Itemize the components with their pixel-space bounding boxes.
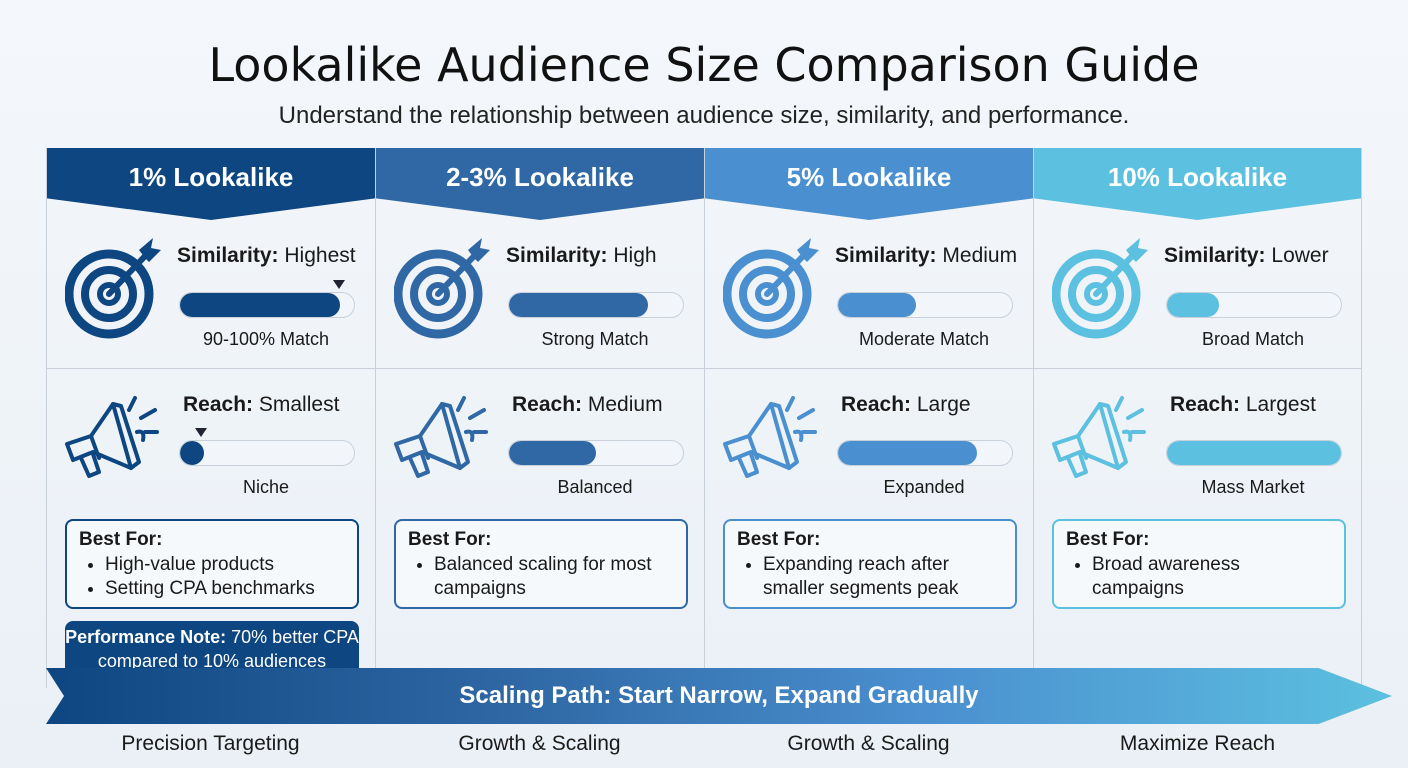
page-subtitle: Understand the relationship between audi… [278,102,1130,129]
target-icon [1051,236,1148,345]
best-for-title: Best For: [408,529,492,550]
column-2: 2-3% Lookalike Similarity: High Strong M… [375,148,704,688]
page-title: Lookalike Audience Size Comparison Guide [208,38,1200,92]
best-for-box: Best For: Balanced scaling for most campa… [394,519,688,609]
similarity-bar [508,292,684,318]
reach-bar [1166,440,1342,466]
column-4: 10% Lookalike Similarity: Lower Broad Ma… [1033,148,1362,688]
reach-text: Reach: Medium [512,393,663,416]
similarity-caption: 90-100% Match [202,329,330,349]
best-for-item: Setting CPA benchmarks [105,577,345,601]
column-header: 5% Lookalike [705,148,1033,220]
similarity-caption: Strong Match [541,329,649,349]
megaphone-icon [61,392,161,487]
stage-label: Maximize Reach [1119,732,1276,755]
stage-label: Growth & Scaling [458,732,621,755]
column-header: 1% Lookalike [47,148,375,220]
row-divider [47,368,375,369]
reach-text: Reach: Large [841,393,971,416]
similarity-text: Similarity: Medium [835,244,1018,267]
target-icon [722,236,819,345]
best-for-box: Best For: High-value productsSetting CPA … [65,519,359,609]
marker-icon [195,428,207,437]
reach-text: Reach: Smallest [183,393,340,416]
reach-text: Reach: Largest [1170,393,1316,416]
column-3: 5% Lookalike Similarity: Medium Moderate… [704,148,1033,688]
best-for-box: Best For: Expanding reach after smaller s… [723,519,1017,609]
reach-bar [508,440,684,466]
reach-caption: Mass Market [1201,477,1305,497]
reach-caption: Expanded [883,477,965,497]
similarity-text: Similarity: High [506,244,657,267]
reach-caption: Niche [242,477,290,497]
similarity-bar [179,292,355,318]
column-1: 1% Lookalike Similarity: Highest 90-100%… [46,148,375,688]
reach-caption: Balanced [557,477,633,497]
stage-label: Precision Targeting [121,732,300,755]
megaphone-icon [1048,392,1148,487]
column-header: 2-3% Lookalike [376,148,704,220]
similarity-text: Similarity: Lower [1164,244,1329,267]
best-for-title: Best For: [1066,529,1150,550]
best-for-item: Broad awareness campaigns [1092,553,1332,601]
best-for-item: Expanding reach after smaller segments p… [763,553,1003,601]
performance-note: Performance Note: 70% better CPA compare… [65,621,359,676]
marker-icon [333,280,346,289]
row-divider [705,368,1033,369]
row-divider [376,368,704,369]
best-for-title: Best For: [79,529,163,550]
stage-label: Growth & Scaling [787,732,950,755]
column-header: 10% Lookalike [1034,148,1361,220]
row-divider [1034,368,1361,369]
target-icon [393,236,490,345]
similarity-text: Similarity: Highest [177,244,356,267]
target-icon [64,236,161,345]
best-for-box: Best For: Broad awareness campaigns [1052,519,1346,609]
best-for-item: High-value products [105,553,345,577]
reach-bar [837,440,1013,466]
similarity-caption: Moderate Match [858,329,990,349]
scaling-path-arrow: Scaling Path: Start Narrow, Expand Gradu… [46,668,1392,724]
similarity-caption: Broad Match [1201,329,1305,349]
similarity-bar [837,292,1013,318]
best-for-title: Best For: [737,529,821,550]
megaphone-icon [719,392,819,487]
best-for-item: Balanced scaling for most campaigns [434,553,674,601]
scaling-path-label: Scaling Path: Start Narrow, Expand Gradu… [459,682,979,709]
megaphone-icon [390,392,490,487]
similarity-bar [1166,292,1342,318]
reach-bar [179,440,355,466]
